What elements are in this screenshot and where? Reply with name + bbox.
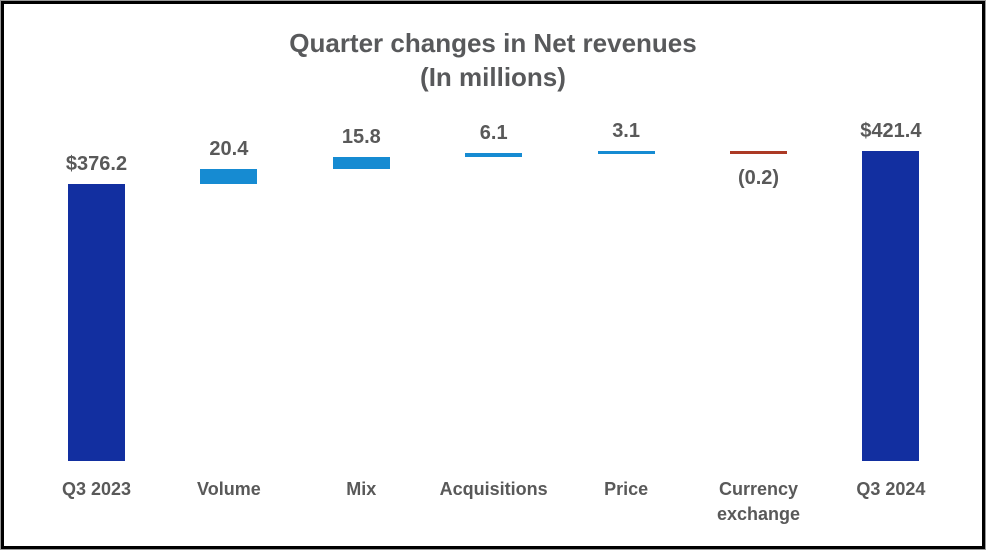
bar-price	[597, 150, 655, 154]
bar-currency-exchange	[730, 150, 787, 154]
value-label-currency-exchange: (0.2)	[737, 166, 780, 189]
chart-subtitle: (In millions)	[420, 62, 566, 92]
category-label-q3-2023: Q3 2023	[61, 479, 132, 499]
chart-title-block: Quarter changes in Net revenues (In mill…	[0, 26, 986, 94]
chart-title: Quarter changes in Net revenues	[289, 28, 697, 58]
value-label-q3-2023: $376.2	[65, 153, 128, 176]
value-label-price: 3.1	[612, 119, 640, 142]
bar-volume	[200, 169, 258, 185]
value-label-acquisitions: 6.1	[479, 121, 508, 144]
category-label-q3-2024: Q3 2024	[856, 479, 926, 499]
category-label-currency-exchange: Currency exchange	[716, 479, 801, 524]
value-label-q3-2024: $421.4	[860, 119, 922, 142]
category-label-price: Price	[604, 479, 649, 499]
category-label-acquisitions: Acquisitions	[439, 479, 548, 499]
value-label-volume: 20.4	[209, 138, 249, 161]
bar-q3-2024	[862, 150, 920, 461]
bar-acquisitions	[465, 152, 523, 158]
bar-q3-2023	[68, 184, 125, 461]
category-label-mix: Mix	[346, 479, 377, 499]
value-label-mix: 15.8	[341, 126, 381, 149]
bar-mix	[332, 157, 390, 170]
category-label-volume: Volume	[197, 479, 261, 499]
